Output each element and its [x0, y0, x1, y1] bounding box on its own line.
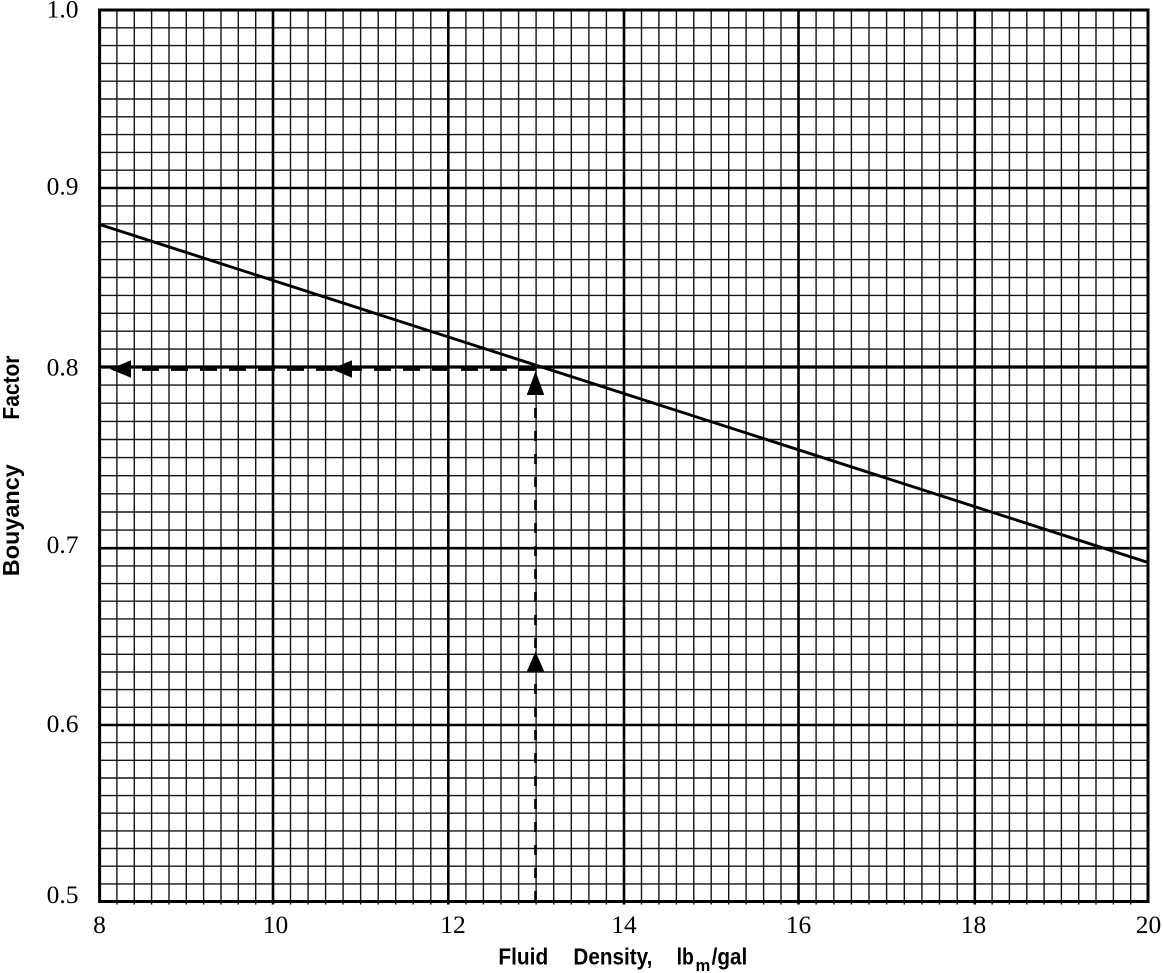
svg-text:14: 14 [611, 910, 637, 939]
svg-text:1.0: 1.0 [47, 0, 79, 24]
svg-text:0.9: 0.9 [47, 172, 79, 201]
svg-text:18: 18 [961, 910, 987, 939]
svg-text:20: 20 [1136, 910, 1162, 939]
svg-text:0.8: 0.8 [47, 353, 79, 382]
svg-text:Fluid: Fluid [498, 944, 548, 970]
svg-text:lb: lb [677, 944, 694, 970]
svg-text:Bouyancy: Bouyancy [0, 464, 24, 576]
svg-text:/gal: /gal [712, 944, 748, 970]
svg-text:8: 8 [93, 910, 106, 939]
svg-text:0.6: 0.6 [47, 709, 79, 738]
svg-text:16: 16 [786, 910, 812, 939]
svg-text:Factor: Factor [0, 356, 24, 420]
svg-text:12: 12 [440, 910, 466, 939]
svg-text:m: m [696, 956, 711, 973]
svg-text:10: 10 [263, 910, 289, 939]
svg-text:Density,: Density, [573, 944, 652, 970]
svg-text:0.5: 0.5 [47, 880, 79, 909]
svg-text:0.7: 0.7 [47, 530, 79, 559]
